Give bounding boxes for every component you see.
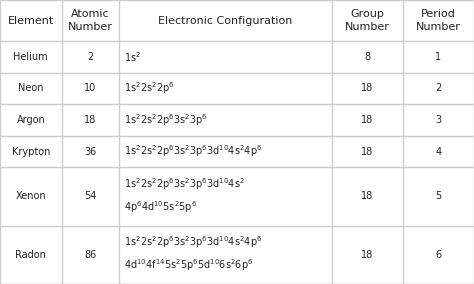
Text: 18: 18: [361, 83, 374, 93]
Text: Element: Element: [8, 16, 54, 26]
Text: $\mathregular{1s}^{\mathregular{2}}\mathregular{2s}^{\mathregular{2}}\mathregula: $\mathregular{1s}^{\mathregular{2}}\math…: [124, 176, 245, 191]
Text: 5: 5: [435, 191, 442, 201]
Text: 18: 18: [361, 115, 374, 125]
Text: Atomic
Number: Atomic Number: [68, 9, 112, 32]
Text: 1: 1: [436, 52, 441, 62]
Text: 36: 36: [84, 147, 96, 156]
Text: 3: 3: [436, 115, 441, 125]
Text: 18: 18: [361, 191, 374, 201]
Text: Krypton: Krypton: [12, 147, 50, 156]
Text: $\mathregular{4d}^{\mathregular{10}}\mathregular{4f}^{\mathregular{14}}\mathregu: $\mathregular{4d}^{\mathregular{10}}\mat…: [124, 257, 254, 273]
Text: $\mathregular{1s}^{\mathregular{2}}\mathregular{2s}^{\mathregular{2}}\mathregula: $\mathregular{1s}^{\mathregular{2}}\math…: [124, 144, 263, 159]
Text: 18: 18: [361, 147, 374, 156]
Text: 6: 6: [436, 250, 441, 260]
Text: 86: 86: [84, 250, 96, 260]
Text: Xenon: Xenon: [16, 191, 46, 201]
Text: Electronic Configuration: Electronic Configuration: [158, 16, 292, 26]
Text: Helium: Helium: [13, 52, 48, 62]
Text: Group
Number: Group Number: [345, 9, 390, 32]
Text: Neon: Neon: [18, 83, 44, 93]
Text: 2: 2: [87, 52, 93, 62]
Text: $\mathregular{1s}^{\mathregular{2}}\mathregular{2s}^{\mathregular{2}}\mathregula: $\mathregular{1s}^{\mathregular{2}}\math…: [124, 112, 208, 128]
Text: Argon: Argon: [17, 115, 45, 125]
Text: 8: 8: [365, 52, 370, 62]
Text: 2: 2: [435, 83, 442, 93]
Text: 18: 18: [84, 115, 96, 125]
Text: $\mathregular{1s}^{\mathregular{2}}\mathregular{2s}^{\mathregular{2}}\mathregula: $\mathregular{1s}^{\mathregular{2}}\math…: [124, 234, 263, 250]
Text: 54: 54: [84, 191, 96, 201]
Text: $\mathregular{1s}^{\mathregular{2}}$: $\mathregular{1s}^{\mathregular{2}}$: [124, 50, 141, 64]
Text: $\mathregular{1s}^{\mathregular{2}}\mathregular{2s}^{\mathregular{2}}\mathregula: $\mathregular{1s}^{\mathregular{2}}\math…: [124, 81, 174, 96]
Text: 10: 10: [84, 83, 96, 93]
Text: Radon: Radon: [15, 250, 46, 260]
Text: $\mathregular{4p}^{\mathregular{6}}\mathregular{4d}^{\mathregular{10}}\mathregul: $\mathregular{4p}^{\mathregular{6}}\math…: [124, 199, 197, 215]
Text: 18: 18: [361, 250, 374, 260]
Text: 4: 4: [436, 147, 441, 156]
Text: Period
Number: Period Number: [416, 9, 461, 32]
